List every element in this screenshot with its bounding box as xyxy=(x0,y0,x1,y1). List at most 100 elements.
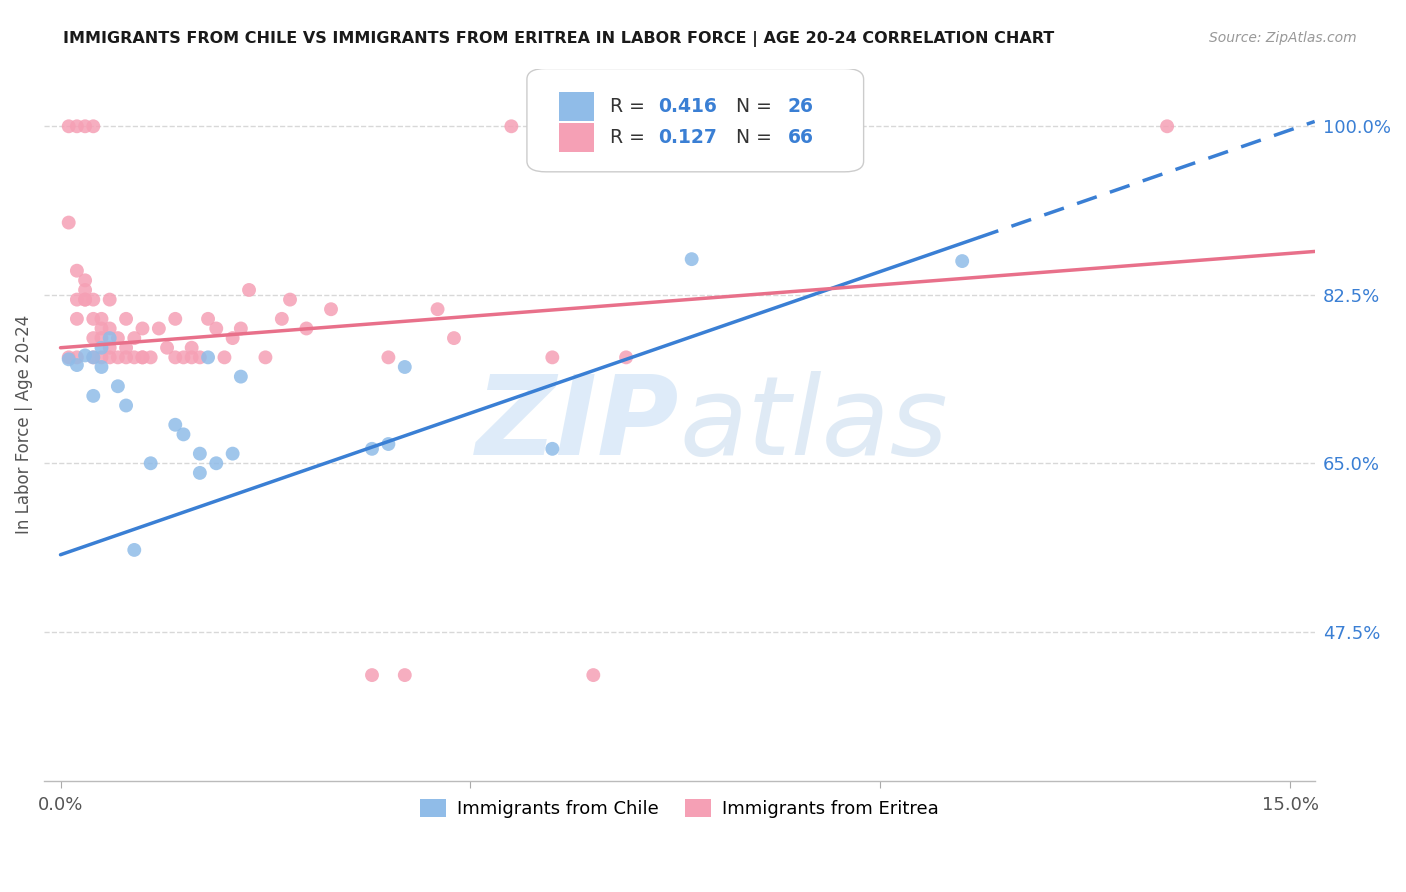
Point xyxy=(394,359,416,374)
Point xyxy=(172,427,194,442)
Point xyxy=(148,321,170,335)
Text: N =: N = xyxy=(724,128,778,147)
Point xyxy=(90,321,112,335)
Point xyxy=(270,311,292,326)
Point xyxy=(131,321,153,335)
Point xyxy=(115,311,138,326)
Point xyxy=(82,351,104,365)
Point xyxy=(66,263,89,277)
Point xyxy=(165,351,187,365)
Point xyxy=(443,331,465,345)
Text: atlas: atlas xyxy=(679,371,948,478)
Point xyxy=(214,351,236,365)
Point xyxy=(1156,120,1178,134)
Point xyxy=(197,311,219,326)
Point xyxy=(115,351,138,365)
Point xyxy=(58,120,80,134)
Point xyxy=(681,252,703,267)
Point xyxy=(75,293,97,307)
Point xyxy=(221,331,243,345)
Point xyxy=(501,120,523,134)
Point xyxy=(229,321,252,335)
Point xyxy=(115,399,138,413)
Point xyxy=(98,293,121,307)
Point xyxy=(221,447,243,461)
Point xyxy=(82,331,104,345)
Point xyxy=(124,351,146,365)
Point xyxy=(90,331,112,345)
Point xyxy=(58,216,80,230)
Point xyxy=(131,351,153,365)
Point xyxy=(238,283,260,297)
Point xyxy=(75,273,97,287)
Point xyxy=(254,351,277,365)
Point xyxy=(98,341,121,355)
Point xyxy=(131,351,153,365)
Point xyxy=(66,293,89,307)
Point xyxy=(75,293,97,307)
Point xyxy=(426,302,449,317)
Point xyxy=(582,668,605,682)
Point xyxy=(98,321,121,335)
FancyBboxPatch shape xyxy=(527,69,863,172)
FancyBboxPatch shape xyxy=(558,92,595,120)
Point xyxy=(75,120,97,134)
Point xyxy=(295,321,318,335)
Point xyxy=(361,668,384,682)
Point xyxy=(98,331,121,345)
Text: ZIP: ZIP xyxy=(475,371,679,478)
Point xyxy=(361,442,384,456)
Point xyxy=(90,359,112,374)
Point xyxy=(188,351,211,365)
Point xyxy=(66,358,89,372)
Text: IMMIGRANTS FROM CHILE VS IMMIGRANTS FROM ERITREA IN LABOR FORCE | AGE 20-24 CORR: IMMIGRANTS FROM CHILE VS IMMIGRANTS FROM… xyxy=(63,31,1054,47)
Y-axis label: In Labor Force | Age 20-24: In Labor Force | Age 20-24 xyxy=(15,315,32,534)
Point xyxy=(82,351,104,365)
Point xyxy=(98,351,121,365)
Point xyxy=(156,341,179,355)
Point xyxy=(188,447,211,461)
Point xyxy=(197,351,219,365)
Text: R =: R = xyxy=(610,128,651,147)
Point xyxy=(66,351,89,365)
Point xyxy=(58,351,80,365)
Point xyxy=(58,352,80,367)
Point xyxy=(165,417,187,432)
Point xyxy=(541,442,564,456)
Point xyxy=(614,351,637,365)
Point xyxy=(90,311,112,326)
Point xyxy=(107,379,129,393)
Point xyxy=(90,341,112,355)
Point xyxy=(950,254,973,268)
Point xyxy=(188,466,211,480)
Point xyxy=(139,351,162,365)
Legend: Immigrants from Chile, Immigrants from Eritrea: Immigrants from Chile, Immigrants from E… xyxy=(413,791,945,825)
Point xyxy=(377,351,399,365)
Point xyxy=(180,341,202,355)
Text: N =: N = xyxy=(724,96,778,116)
Text: 0.127: 0.127 xyxy=(658,128,717,147)
Point xyxy=(172,351,194,365)
Point xyxy=(229,369,252,384)
Point xyxy=(82,293,104,307)
Point xyxy=(115,341,138,355)
FancyBboxPatch shape xyxy=(558,123,595,152)
Text: R =: R = xyxy=(610,96,651,116)
Point xyxy=(82,389,104,403)
Point xyxy=(278,293,301,307)
Text: 26: 26 xyxy=(787,96,814,116)
Point xyxy=(82,311,104,326)
Point xyxy=(205,456,228,470)
Point xyxy=(66,311,89,326)
Point xyxy=(107,351,129,365)
Text: 66: 66 xyxy=(787,128,814,147)
Point xyxy=(139,456,162,470)
Point xyxy=(541,351,564,365)
Point xyxy=(90,351,112,365)
Point xyxy=(66,120,89,134)
Point xyxy=(165,311,187,326)
Point xyxy=(75,283,97,297)
Point xyxy=(180,351,202,365)
Point xyxy=(205,321,228,335)
Point xyxy=(107,331,129,345)
